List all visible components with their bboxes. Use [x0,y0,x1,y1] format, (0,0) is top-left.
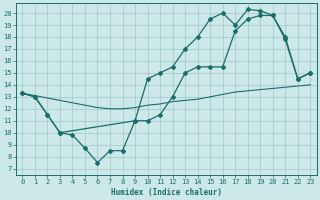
X-axis label: Humidex (Indice chaleur): Humidex (Indice chaleur) [111,188,222,197]
